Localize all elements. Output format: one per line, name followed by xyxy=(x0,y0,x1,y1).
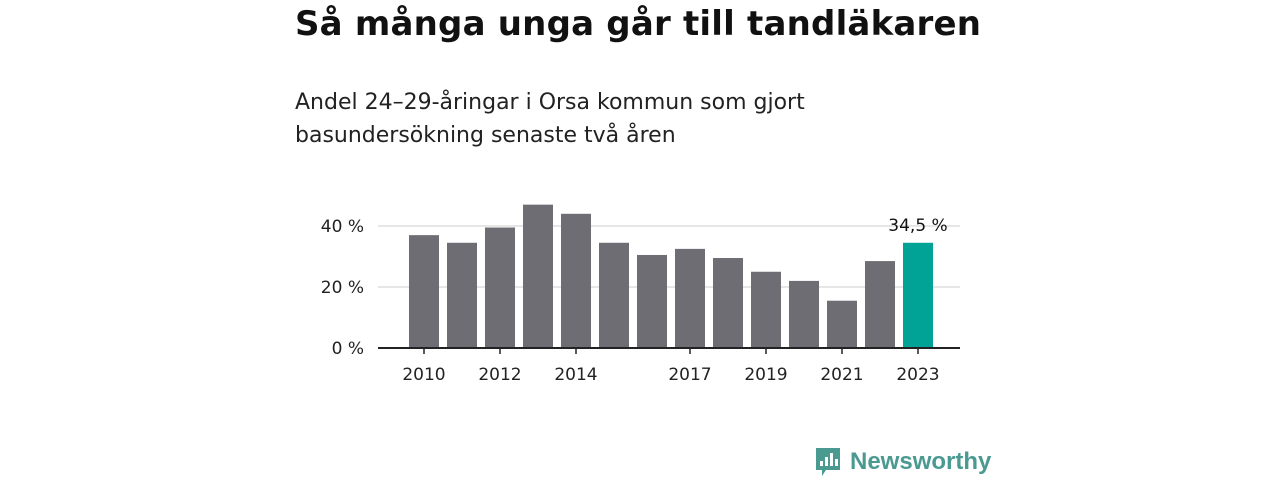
bar xyxy=(561,213,591,348)
bar xyxy=(637,254,667,348)
chart-subtitle: Andel 24–29-åringar i Orsa kommun som gj… xyxy=(295,90,805,148)
bar xyxy=(713,258,743,348)
bar xyxy=(751,271,781,348)
chart-title: Så många unga går till tandläkaren xyxy=(295,4,982,44)
x-tick-label: 2019 xyxy=(744,365,787,385)
highlight-data-label: 34,5 % xyxy=(888,216,947,236)
brand-name: Newsworthy xyxy=(850,448,992,475)
x-tick-label: 2012 xyxy=(478,365,521,385)
bar xyxy=(409,235,439,348)
newsworthy-brand: Newsworthy xyxy=(814,446,991,478)
x-tick-label: 2021 xyxy=(820,365,863,385)
bar xyxy=(485,227,515,348)
x-tick-label: 2014 xyxy=(554,365,597,385)
newsworthy-logo-icon xyxy=(816,448,840,476)
bar-highlight xyxy=(903,242,933,348)
y-tick-label: 40 % xyxy=(321,217,364,237)
y-tick-label: 0 % xyxy=(332,339,364,359)
bar xyxy=(789,280,819,348)
x-tick-label: 2017 xyxy=(668,365,711,385)
bar xyxy=(865,261,895,348)
y-tick-label: 20 % xyxy=(321,278,364,298)
x-tick-label: 2010 xyxy=(402,365,445,385)
bar xyxy=(447,242,477,348)
bar xyxy=(599,242,629,348)
x-tick-label: 2023 xyxy=(896,365,939,385)
bar xyxy=(827,300,857,348)
bar xyxy=(675,248,705,348)
bar xyxy=(523,204,553,348)
